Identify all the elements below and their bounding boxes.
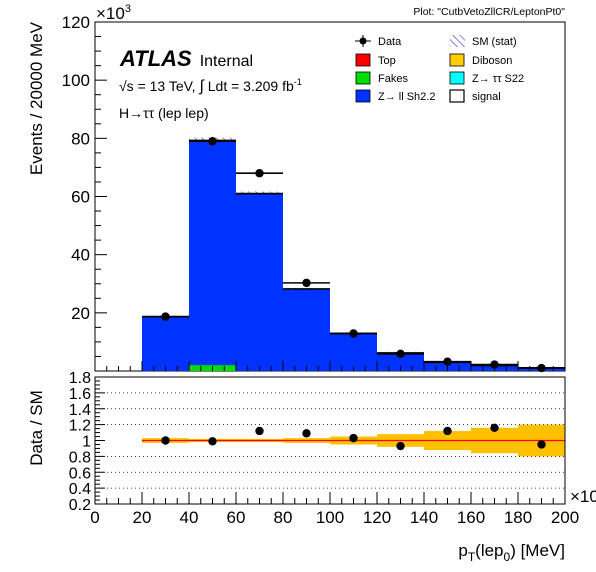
x-tick-label: 140 [410,508,438,527]
legend-entry-diboson: Diboson [449,53,512,67]
ratio-y-tick-label: 0.4 [69,481,91,498]
ratio-point [349,433,358,443]
ratio-point [161,436,170,445]
ratio-y-tick-label: 1 [82,434,91,451]
ratio-y-tick-label: 0.8 [69,449,91,466]
y-tick-label: 120 [62,13,90,32]
hist-bar [189,141,236,371]
y-tick-label: 20 [71,304,90,323]
legend-entry-ztautau: Z→ ττ S22 [449,71,524,85]
y-axis-label: Events / 20000 MeV [27,21,46,175]
ratio-point [302,429,311,438]
y-tick-label: 100 [62,71,90,90]
ratio-y-tick-label: 1.4 [69,402,91,419]
legend-entry-sm-stat: SM (stat) [450,35,517,48]
ratio-point [537,440,546,449]
legend-label-sm-stat: SM (stat) [472,36,517,48]
legend-entry-zll: Z→ ll Sh2.2 [355,89,435,103]
x-tick-label: 20 [133,508,152,527]
x-tick-label: 60 [227,508,246,527]
data-point [396,349,405,359]
ratio-y-tick-label: 1.2 [69,418,91,435]
ratio-plot-area [95,376,565,505]
legend-label-zll: Z→ ll Sh2.2 [378,91,435,103]
data-point [161,312,170,321]
x-tick-label: 0 [90,508,99,527]
ratio-y-tick-label: 1.8 [69,370,91,387]
x-tick-label: 40 [180,508,199,527]
legend-label-fakes: Fakes [378,73,408,85]
data-point [255,169,264,178]
y-multiplier: ×103 [96,3,131,23]
ratio-point [255,426,264,436]
data-point [208,137,217,146]
y-tick-label: 80 [71,129,90,148]
main-y-axis: 20 40 60 80 100 120 [62,13,566,372]
data-point [349,329,358,338]
hist-bar [142,316,189,371]
data-point [490,360,499,369]
data-point [443,357,452,366]
y-tick-label: 40 [71,246,90,265]
ratio-y-tick-label: 0.6 [69,465,91,482]
x-tick-label: 200 [551,508,579,527]
x-tick-label: 100 [316,508,344,527]
ratio-y-tick-label: 0.2 [69,497,91,514]
legend-label-ztautau: Z→ ττ S22 [472,73,524,85]
x-tick-label: 160 [457,508,485,527]
energy-lumi-label: √s = 13 TeV, ∫ Ldt = 3.209 fb-1 [119,77,302,95]
channel-label: H→ττ (lep lep) [119,105,209,121]
hist-bar [283,289,330,371]
legend-entry-fakes: Fakes [355,71,408,85]
data-point [302,278,311,288]
legend-entry-top: Top [355,53,396,67]
x-tick-label: 80 [274,508,293,527]
legend-label-diboson: Diboson [472,55,512,67]
main-plot-area [142,137,565,373]
legend-entry-signal: signal [449,89,501,103]
hist-bar [330,333,377,371]
ratio-axes: 0.20.40.60.811.21.41.61.8 0 20 40 60 80 100 120… [69,370,579,527]
atlas-label: ATLAS Internal [119,46,253,71]
plot-tag: Plot: "CutbVetoZllCR/LeptonPt0" [413,6,565,18]
legend: Data SM (stat) Top Diboson Fakes Z→ ττ S… [355,35,524,103]
ratio-y-axis-label: Data / SM [27,390,46,466]
x-multiplier: ×103 [570,486,596,506]
ratio-point [490,423,499,432]
hist-bar [236,193,283,371]
legend-entry-data: Data [355,35,402,48]
ratio-y-tick-label: 1.6 [69,386,91,403]
ratio-point [208,437,217,446]
legend-label-data: Data [378,36,402,48]
y-tick-label: 60 [71,188,90,207]
x-axis-label: pT(lep0) [MeV] [458,541,565,564]
ratio-point [396,441,405,451]
x-tick-label: 120 [363,508,391,527]
legend-label-top: Top [378,55,396,67]
ratio-point [443,426,452,436]
x-tick-label: 180 [504,508,532,527]
legend-label-signal: signal [472,91,501,103]
